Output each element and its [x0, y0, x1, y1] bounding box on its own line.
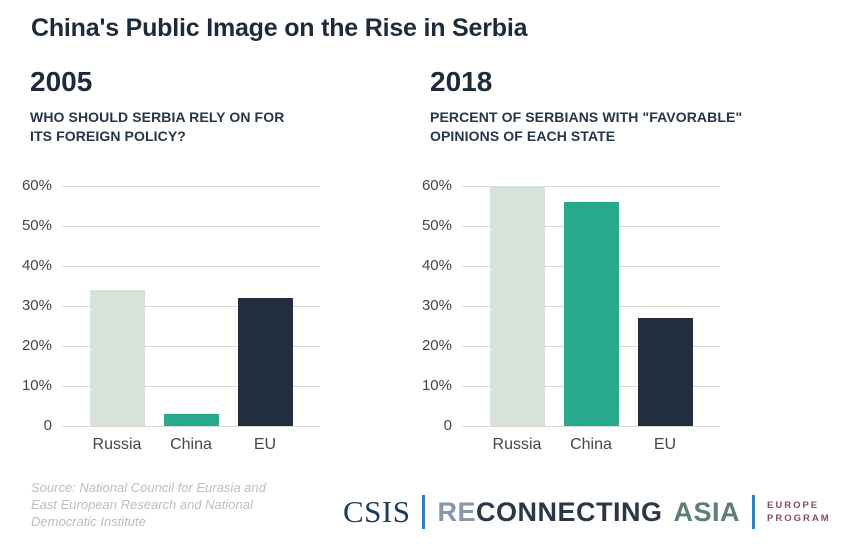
bar-eu	[237, 298, 293, 426]
gridline	[62, 426, 320, 427]
y-tick-label: 50%	[421, 217, 452, 234]
source-line-3: Democratic Institute	[31, 514, 146, 529]
plot-area: Russia China EU	[62, 186, 320, 453]
gridline	[62, 186, 320, 187]
bar-eu	[637, 318, 693, 426]
y-tick-label: 40%	[21, 257, 52, 274]
europe-program-label: EUROPE PROGRAM	[767, 499, 831, 525]
page-title: China's Public Image on the Rise in Serb…	[31, 14, 528, 42]
csis-logo: CSIS	[343, 494, 411, 529]
x-category-label: Russia	[92, 436, 142, 453]
y-tick-label: 10%	[421, 377, 452, 394]
y-tick-label: 20%	[21, 337, 52, 354]
chart-subtitle: WHO SHOULD SERBIA RELY ON FOR ITS FOREIG…	[30, 108, 284, 146]
x-category-label: China	[570, 436, 612, 453]
gridline	[62, 226, 320, 227]
chart-subtitle-line-2: OPINIONS OF EACH STATE	[430, 128, 616, 144]
y-tick-label: 0	[443, 417, 452, 434]
logo-asia-text: ASIA	[673, 496, 741, 527]
chart-year-heading: 2018	[430, 66, 493, 97]
gridline	[62, 266, 320, 267]
bar-russia	[89, 290, 145, 426]
x-category-label: Russia	[492, 436, 542, 453]
y-tick-label: 30%	[421, 297, 452, 314]
chart-subtitle-line-1: PERCENT OF SERBIANS WITH "FAVORABLE"	[430, 109, 743, 125]
logo-divider-bar	[422, 495, 426, 529]
bar-china	[563, 202, 619, 426]
program-line-1: EUROPE	[767, 500, 820, 511]
gridline	[62, 346, 320, 347]
y-tick-label: 20%	[421, 337, 452, 354]
chart-2018: 2018 PERCENT OF SERBIANS WITH "FAVORABLE…	[410, 66, 750, 486]
y-tick-label: 60%	[21, 177, 52, 194]
chart-2005: 2005 WHO SHOULD SERBIA RELY ON FOR ITS F…	[10, 66, 350, 486]
program-line-2: PROGRAM	[767, 513, 831, 524]
y-tick-label: 50%	[21, 217, 52, 234]
gridline	[62, 306, 320, 307]
x-category-label: EU	[653, 436, 677, 453]
bar-russia	[489, 186, 545, 426]
logo-divider-bar	[752, 495, 756, 529]
y-tick-label: 0	[43, 417, 52, 434]
logo-connecting-text: CONNECTING	[476, 496, 663, 527]
reconnecting-asia-logo: RECONNECTING ASIA	[437, 497, 740, 528]
footer-branding: CSIS RECONNECTING ASIA EUROPE PROGRAM	[343, 490, 831, 534]
y-tick-label: 30%	[21, 297, 52, 314]
source-note: Source: National Council for Eurasia and…	[31, 479, 266, 530]
gridline	[462, 186, 720, 187]
chart-subtitle: PERCENT OF SERBIANS WITH "FAVORABLE" OPI…	[430, 108, 742, 146]
gridline	[62, 386, 320, 387]
y-tick-label: 60%	[421, 177, 452, 194]
chart-subtitle-line-2: ITS FOREIGN POLICY?	[30, 128, 186, 144]
plot-area: Russia China EU	[462, 186, 720, 453]
y-tick-label: 10%	[21, 377, 52, 394]
gridline	[462, 426, 720, 427]
x-category-label: China	[170, 436, 212, 453]
logo-re-text: RE	[437, 496, 476, 527]
x-category-label: EU	[253, 436, 277, 453]
bar-china	[163, 414, 219, 426]
y-tick-label: 40%	[421, 257, 452, 274]
chart-year-heading: 2005	[30, 66, 93, 97]
source-line-1: Source: National Council for Eurasia and	[31, 480, 266, 495]
source-line-2: East European Research and National	[31, 497, 253, 512]
chart-subtitle-line-1: WHO SHOULD SERBIA RELY ON FOR	[30, 109, 285, 125]
